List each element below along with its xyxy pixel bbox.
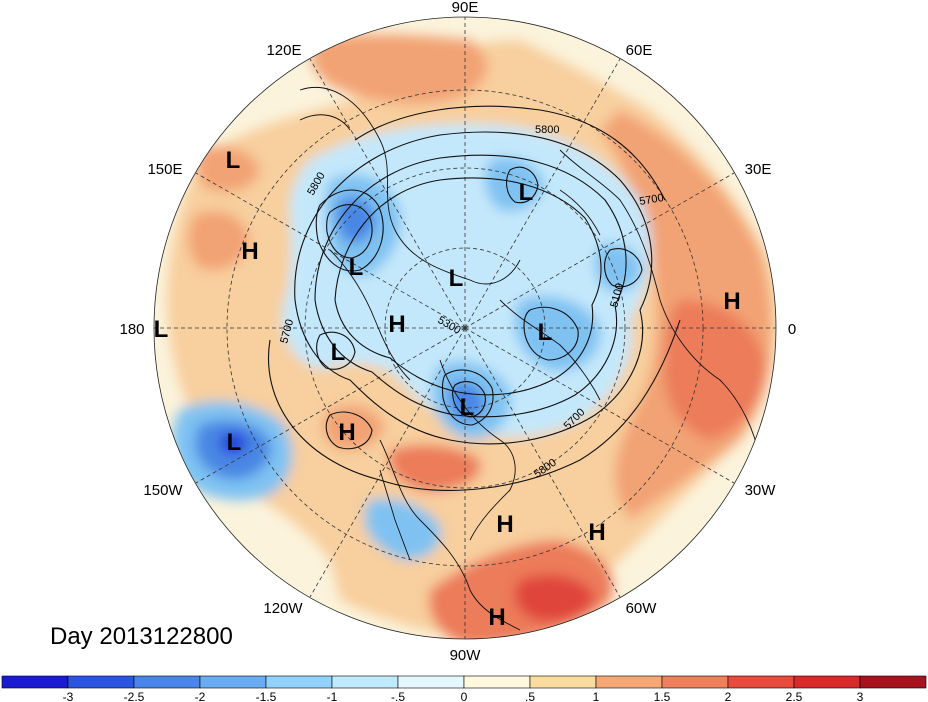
colorbar-swatch [133, 675, 201, 689]
colorbar-swatch [331, 675, 399, 689]
day-title: Day 2013122800 [50, 623, 233, 650]
high-pressure-center: H [388, 311, 405, 338]
high-pressure-center: H [338, 419, 355, 446]
warm-anomaly-atlantic [664, 300, 766, 440]
warm-anomaly-northeast-asia [311, 34, 488, 105]
colorbar-tick-label: -2.5 [124, 690, 145, 702]
cool-anomaly-barents [514, 296, 601, 372]
longitude-label-120w: 120W [263, 600, 303, 617]
low-pressure-center: L [460, 394, 475, 421]
longitude-label-150w: 150W [143, 482, 183, 499]
cool-anomaly-pacific-center [219, 432, 248, 454]
low-pressure-center: L [538, 319, 553, 346]
low-pressure-center: L [154, 316, 169, 343]
map-border [153, 16, 777, 640]
height-contours [268, 105, 681, 491]
warm-anomaly-gulf-alaska [323, 405, 385, 451]
anomaly-field [154, 17, 776, 639]
warm-anomaly-pacific-north [195, 146, 260, 192]
longitude-label-90w: 90W [450, 647, 482, 664]
longitude-label-180: 180 [119, 321, 144, 338]
high-pressure-center: H [723, 288, 740, 315]
low-pressure-center: L [349, 254, 364, 281]
warm-anomaly-caribbean [515, 575, 595, 622]
cool-anomaly-siberia-core [336, 196, 376, 243]
longitude-label-90e: 90E [452, 0, 479, 16]
high-pressure-center: H [496, 511, 513, 538]
colorbar-tick-label: 2 [725, 690, 732, 702]
colorbar-swatch [859, 675, 927, 689]
colorbar-swatch [727, 675, 795, 689]
longitude-label-0: 0 [788, 321, 796, 338]
colorbar-tick-label: .5 [525, 690, 535, 702]
contour-label: 5700 [638, 192, 664, 208]
colorbar-swatch [793, 675, 861, 689]
longitude-label-60w: 60W [626, 600, 658, 617]
longitude-label-60e: 60E [626, 42, 653, 59]
colorbar-tick-label: 1 [593, 690, 600, 702]
longitude-label-120e: 120E [266, 42, 301, 59]
colorbar-tick-label: 0 [461, 690, 468, 702]
low-pressure-center: L [449, 265, 464, 292]
warm-anomaly-pacific-west [188, 211, 250, 271]
colorbar-tick-label: -.5 [391, 690, 405, 702]
high-pressure-center: H [588, 519, 605, 546]
colorbar-tick-label: 3 [857, 690, 864, 702]
contour-label: 5800 [535, 124, 559, 136]
colorbar-swatch [463, 675, 531, 689]
low-pressure-center: L [519, 179, 534, 206]
high-pressure-center: H [488, 604, 505, 631]
colorbar: -3 -2.5 -2 -1.5 -1 -.5 0 .5 1 1.5 2 2.5 3 [1, 675, 927, 702]
colorbar-tick-label: 1.5 [654, 690, 671, 702]
longitude-label-30e: 30E [745, 161, 772, 178]
longitude-label-30w: 30W [745, 482, 777, 499]
colorbar-tick-label: -1 [327, 690, 338, 702]
cool-anomaly-mexico [364, 498, 441, 560]
colorbar-swatch [529, 675, 597, 689]
low-pressure-center: L [227, 429, 242, 456]
colorbar-tick-label: -2 [195, 690, 206, 702]
low-pressure-center: L [226, 147, 241, 174]
colorbar-tick-label: -1.5 [256, 690, 277, 702]
colorbar-swatch [199, 675, 267, 689]
high-pressure-center: H [241, 238, 258, 265]
colorbar-swatch [661, 675, 729, 689]
colorbar-tick-label: -3 [63, 690, 74, 702]
warm-anomaly-us [389, 444, 481, 492]
coastlines [299, 87, 761, 631]
colorbar-swatch [1, 675, 69, 689]
colorbar-tick-label: 2.5 [786, 690, 803, 702]
colorbar-swatch [397, 675, 465, 689]
low-pressure-center: L [331, 339, 346, 366]
colorbar-swatch [595, 675, 663, 689]
longitude-label-150e: 150E [147, 161, 182, 178]
colorbar-swatch [265, 675, 333, 689]
colorbar-swatch [67, 675, 135, 689]
longitude-labels: 90E 60E 30E 0 30W 60W 90W 120W 150W 180 … [119, 0, 796, 664]
pressure-centers: L L L L L L L L L H H H H H H H [154, 147, 741, 631]
